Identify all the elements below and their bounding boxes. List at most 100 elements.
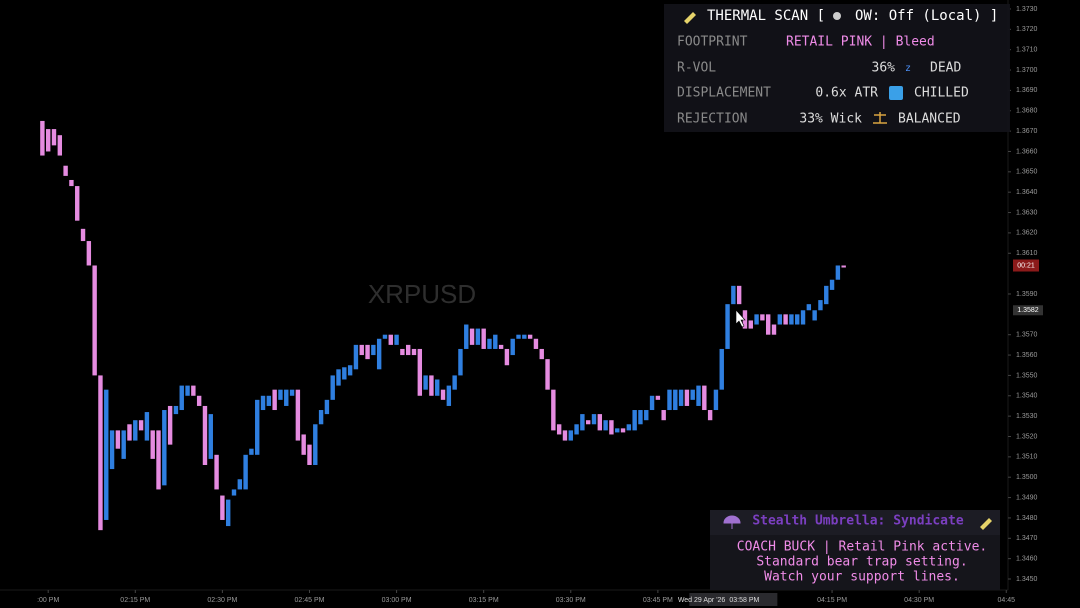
candle <box>742 310 748 329</box>
x-tick-label: 03:30 PM <box>556 597 586 604</box>
y-tick-label: 1.3680 <box>1016 108 1038 115</box>
price-label-bg <box>1013 305 1043 316</box>
candle <box>138 420 144 431</box>
candle <box>591 414 597 425</box>
candle <box>208 414 213 459</box>
y-tick-label: 1.3700 <box>1016 67 1038 74</box>
y-tick-label: 1.3710 <box>1016 47 1038 54</box>
candle <box>615 428 620 433</box>
x-tick-label: 03:00 PM <box>382 597 412 604</box>
candle <box>562 430 568 441</box>
candle <box>365 344 370 360</box>
candle <box>45 129 51 152</box>
candle <box>655 395 661 400</box>
y-tick-label: 1.3620 <box>1016 230 1038 237</box>
candle <box>278 389 283 400</box>
candle <box>179 385 184 411</box>
candle <box>673 389 678 411</box>
candle <box>255 399 260 455</box>
row-label: DISPLACEMENT <box>677 86 771 101</box>
candle <box>98 375 103 531</box>
candle <box>225 499 231 527</box>
y-tick-label: 1.3530 <box>1016 413 1038 420</box>
x-tick-label: 04:15 PM <box>817 597 847 604</box>
candle <box>574 424 579 435</box>
row-label: REJECTION <box>677 112 747 127</box>
candle <box>63 165 68 176</box>
y-tick-label: 1.3450 <box>1016 576 1038 583</box>
row-status: DEAD <box>930 61 961 76</box>
candle <box>568 430 573 441</box>
x-tick-label: 02:30 PM <box>207 597 237 604</box>
price-label: 1.3582 <box>1017 307 1039 314</box>
scale-icon <box>873 112 887 124</box>
candle <box>806 304 812 311</box>
watermark: XRPUSD <box>368 279 476 309</box>
y-tick-label: 1.3560 <box>1016 352 1038 359</box>
candle <box>127 424 132 441</box>
candle <box>702 385 707 411</box>
candle <box>440 389 446 400</box>
candle <box>57 135 63 156</box>
candle <box>289 389 295 396</box>
candle <box>313 424 318 465</box>
x-tick-label: 04:45 <box>997 597 1015 604</box>
y-tick-label: 1.3470 <box>1016 535 1038 542</box>
x-tick-label: 02:15 PM <box>120 597 150 604</box>
candle <box>347 365 353 376</box>
candle <box>272 389 277 411</box>
candle <box>789 314 794 325</box>
candle <box>80 228 86 242</box>
candle <box>260 395 266 411</box>
row-value: 33% Wick <box>799 112 862 127</box>
candle <box>632 410 637 431</box>
candle <box>551 389 556 431</box>
candle <box>92 265 97 376</box>
candle <box>144 412 150 441</box>
mouse-cursor <box>735 309 746 328</box>
countdown-bg <box>1013 259 1039 272</box>
x-tick-label: 03:45 PM <box>643 597 673 604</box>
candle <box>597 414 603 431</box>
candle <box>359 344 364 356</box>
y-tick-label: 1.3520 <box>1016 433 1038 440</box>
crosshair-time: 03:58 PM <box>729 597 759 604</box>
candle <box>284 389 289 406</box>
candle <box>533 338 539 349</box>
candle <box>522 334 527 339</box>
pencil-icon <box>684 12 696 24</box>
candle <box>818 300 823 311</box>
candle <box>527 334 533 339</box>
candle <box>115 430 121 449</box>
candle <box>748 320 753 329</box>
candle <box>121 430 126 459</box>
x-tick-label: 03:15 PM <box>469 597 499 604</box>
candle <box>446 385 452 406</box>
candle <box>696 385 701 406</box>
y-tick-label: 1.3510 <box>1016 454 1038 461</box>
candle <box>760 314 765 321</box>
row-label: FOOTPRINT <box>677 35 748 50</box>
candle <box>829 279 835 290</box>
candle <box>835 265 841 280</box>
satellite-icon <box>833 12 841 20</box>
candle <box>69 179 74 187</box>
candle <box>707 410 713 421</box>
candle <box>504 348 510 366</box>
row-label: R-VOL <box>677 61 716 76</box>
candle <box>719 348 724 390</box>
candle <box>754 314 759 325</box>
candle <box>585 420 591 425</box>
pencil-icon <box>980 518 992 530</box>
candle <box>417 348 423 396</box>
candle <box>765 314 771 335</box>
candle <box>783 314 788 325</box>
y-tick-label: 1.3730 <box>1016 6 1038 13</box>
candle <box>423 375 428 390</box>
panel-mode: OW: Off (Local) ] <box>855 8 998 24</box>
candle <box>731 285 736 305</box>
candle <box>400 348 405 356</box>
candle <box>318 410 324 425</box>
